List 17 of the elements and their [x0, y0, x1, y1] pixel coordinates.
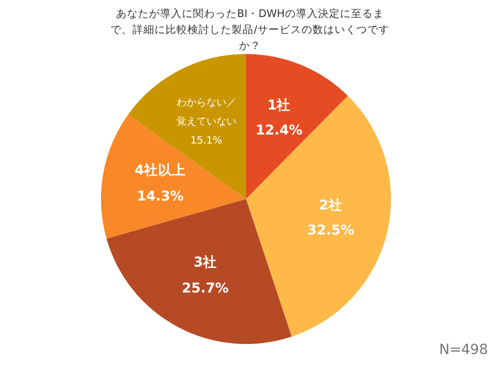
slice-label: 3社 — [192, 253, 218, 272]
data-label: 14.3% — [136, 187, 185, 206]
data-label: 32.5% — [306, 222, 356, 241]
pie-slice — [246, 54, 348, 199]
pie-slice — [101, 114, 246, 239]
pie-slice — [246, 96, 391, 337]
slice-label: 2社 — [318, 196, 344, 216]
slice-label: 4社以上 — [134, 161, 187, 180]
pie-slice — [106, 199, 292, 344]
chart-title: あなたが導入に関わったBI・DWHの導入決定に至るまで、詳細に比較検討した製品/サービスの数はいくつですか？ — [110, 7, 390, 54]
pie-slice — [128, 54, 246, 199]
slice-label: わからない／覚えていない — [175, 96, 238, 130]
data-label: 12.4% — [254, 122, 304, 141]
slice-label: 1社 — [266, 96, 292, 115]
data-label: 25.7% — [180, 278, 230, 298]
text: N=498 — [439, 342, 488, 358]
data-label: 15.1% — [189, 134, 224, 148]
